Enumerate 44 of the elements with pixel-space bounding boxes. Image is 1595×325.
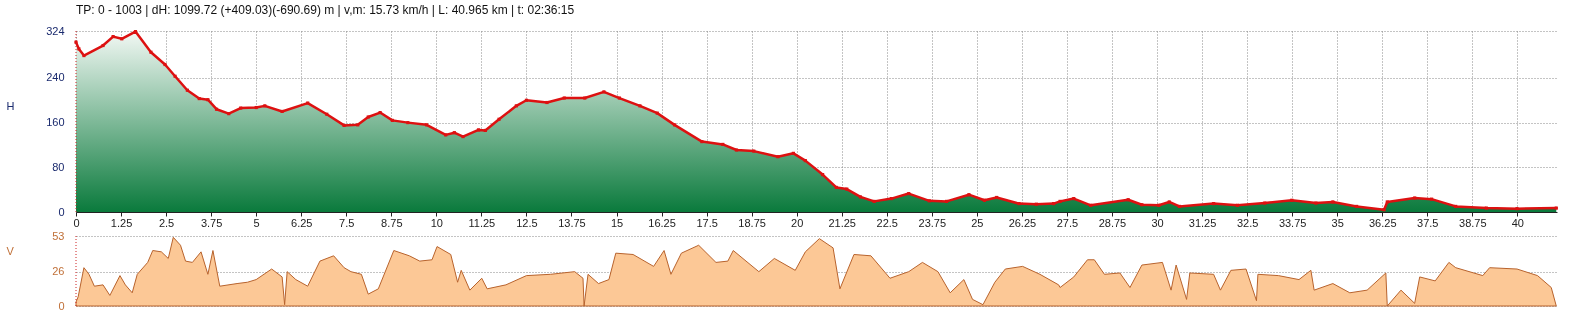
x-tick-label: 38.75	[1459, 216, 1487, 229]
x-tick-label: 0	[73, 216, 80, 229]
x-tick-label: 21.25	[828, 216, 856, 229]
x-tick-label: 16.25	[648, 216, 676, 229]
x-tick-label: 27.5	[1056, 216, 1079, 229]
x-tick-label: 40	[1511, 216, 1524, 229]
x-tick-label: 28.75	[1098, 216, 1127, 229]
x-tick-label: 25	[971, 216, 984, 229]
x-tick-label: 11.25	[468, 216, 496, 229]
x-tick-label: 22.5	[876, 216, 898, 229]
y-tick-label: 160	[46, 116, 65, 129]
y-axis-title: V	[6, 244, 15, 257]
x-tick-label: 6.25	[291, 216, 313, 229]
x-tick-label: 18.75	[738, 216, 766, 229]
x-tick-label: 26.25	[1008, 216, 1037, 229]
x-tick-label: 13.75	[558, 216, 586, 229]
x-tick-label: 20	[791, 216, 804, 229]
x-tick-label: 35	[1331, 216, 1344, 229]
x-tick-label: 5	[253, 216, 260, 229]
y-tick-label: 240	[46, 71, 65, 84]
x-tick-label: 33.75	[1278, 216, 1307, 229]
x-tick-label: 23.75	[918, 216, 947, 229]
y-tick-label: 26	[52, 265, 65, 278]
x-tick-label: 37.5	[1417, 216, 1439, 229]
x-tick-label: 17.5	[696, 216, 718, 229]
x-tick-label: 3.75	[200, 216, 223, 229]
chart-title: TP: 0 - 1003 | dH: 1099.72 (+409.03)(-690.69) m | v,m: 15.73 km/h | L: 40.965 km | t: 02:36:15	[76, 3, 575, 17]
x-tick-label: 30	[1151, 216, 1164, 229]
y-tick-label: 0	[58, 205, 65, 218]
x-tick-label: 36.25	[1368, 216, 1397, 229]
y-tick-label: 0	[58, 299, 65, 312]
x-tick-label: 15	[610, 216, 624, 229]
y-tick-label: 324	[46, 24, 65, 37]
x-tick-label: 1.25	[110, 216, 133, 229]
x-tick-label: 10	[430, 216, 443, 229]
x-tick-label: 31.25	[1188, 216, 1217, 229]
y-axis-title: H	[6, 99, 15, 112]
x-tick-label: 32.5	[1236, 216, 1259, 229]
x-tick-label: 8.75	[381, 216, 403, 229]
x-tick-label: 2.5	[158, 216, 175, 229]
x-tick-label: 7.5	[339, 216, 355, 229]
y-tick-label: 80	[52, 160, 65, 173]
x-tick-label: 12.5	[516, 216, 538, 229]
y-tick-label: 53	[52, 229, 65, 242]
